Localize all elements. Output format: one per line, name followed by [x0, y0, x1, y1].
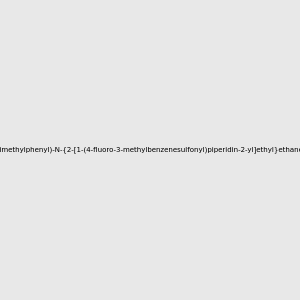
Text: N'-(2,6-dimethylphenyl)-N-{2-[1-(4-fluoro-3-methylbenzenesulfonyl)piperidin-2-yl: N'-(2,6-dimethylphenyl)-N-{2-[1-(4-fluor…	[0, 147, 300, 153]
